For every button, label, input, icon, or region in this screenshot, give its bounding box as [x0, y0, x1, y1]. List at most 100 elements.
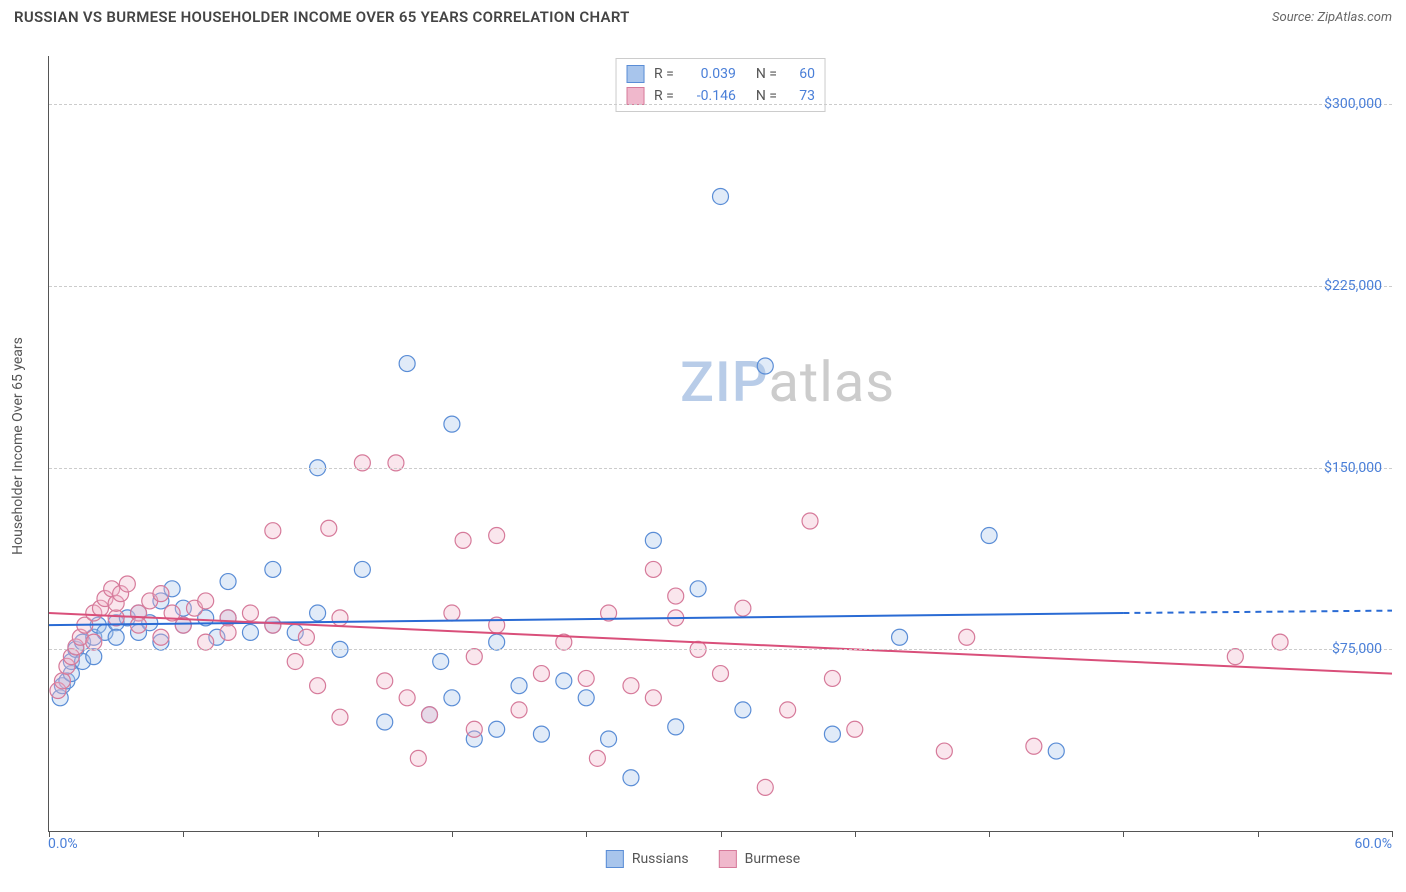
data-point — [265, 523, 281, 539]
data-point — [735, 600, 751, 616]
x-tick — [1123, 831, 1124, 837]
data-point — [578, 670, 594, 686]
y-tick-label: $225,000 — [1324, 278, 1382, 294]
x-tick — [318, 831, 319, 837]
legend-r-value: 0.039 — [684, 66, 736, 82]
x-tick — [452, 831, 453, 837]
data-point — [242, 624, 258, 640]
data-point — [1227, 649, 1243, 665]
data-point — [959, 629, 975, 645]
data-point — [444, 690, 460, 706]
data-point — [668, 719, 684, 735]
data-point — [310, 678, 326, 694]
legend-swatch — [606, 850, 624, 868]
data-point — [422, 707, 438, 723]
y-tick-label: $75,000 — [1332, 641, 1382, 657]
data-point — [444, 416, 460, 432]
data-point — [86, 649, 102, 665]
data-point — [489, 528, 505, 544]
data-point — [847, 721, 863, 737]
data-point — [623, 770, 639, 786]
data-point — [601, 731, 617, 747]
data-point — [489, 634, 505, 650]
data-point — [399, 356, 415, 372]
data-point — [377, 673, 393, 689]
data-point — [589, 750, 605, 766]
data-point — [265, 617, 281, 633]
trend-line-extrapolated — [1123, 611, 1392, 613]
data-point — [54, 673, 70, 689]
data-point — [153, 586, 169, 602]
data-point — [119, 576, 135, 592]
legend-swatch — [626, 87, 644, 105]
data-point — [410, 750, 426, 766]
data-point — [108, 629, 124, 645]
data-point — [578, 690, 594, 706]
legend-r-value: -0.146 — [684, 88, 736, 104]
legend-item: Russians — [606, 850, 689, 868]
data-point — [433, 653, 449, 669]
x-tick — [989, 831, 990, 837]
legend-n-label: N = — [756, 88, 777, 104]
data-point — [892, 629, 908, 645]
data-point — [645, 690, 661, 706]
legend-n-label: N = — [756, 66, 777, 82]
chart-title: RUSSIAN VS BURMESE HOUSEHOLDER INCOME OV… — [14, 8, 630, 26]
gridline — [49, 649, 1392, 650]
y-tick-label: $150,000 — [1324, 460, 1382, 476]
data-point — [533, 726, 549, 742]
data-point — [466, 649, 482, 665]
data-point — [332, 610, 348, 626]
x-tick — [183, 831, 184, 837]
data-point — [690, 581, 706, 597]
data-point — [198, 634, 214, 650]
data-point — [1026, 738, 1042, 754]
data-point — [321, 520, 337, 536]
data-point — [354, 561, 370, 577]
data-point — [556, 673, 572, 689]
gridline — [49, 104, 1392, 105]
legend-swatch — [626, 65, 644, 83]
data-point — [242, 605, 258, 621]
gridline — [49, 468, 1392, 469]
x-axis-max-label: 60.0% — [1354, 836, 1392, 852]
data-point — [444, 605, 460, 621]
trend-line — [49, 613, 1392, 674]
scatter-chart: ZIPatlas R =0.039N =60R =-0.146N =73 $75… — [48, 56, 1392, 832]
data-point — [332, 709, 348, 725]
data-point — [780, 702, 796, 718]
data-point — [936, 743, 952, 759]
legend-n-value: 73 — [787, 88, 815, 104]
legend-r-label: R = — [654, 66, 674, 82]
legend-r-label: R = — [654, 88, 674, 104]
data-point — [713, 188, 729, 204]
data-point — [86, 634, 102, 650]
data-point — [265, 561, 281, 577]
data-point — [298, 629, 314, 645]
data-point — [1048, 743, 1064, 759]
data-point — [824, 670, 840, 686]
data-point — [735, 702, 751, 718]
x-tick — [721, 831, 722, 837]
y-tick-label: $300,000 — [1324, 96, 1382, 112]
data-point — [1272, 634, 1288, 650]
data-point — [645, 532, 661, 548]
data-point — [198, 593, 214, 609]
data-point — [399, 690, 415, 706]
data-point — [511, 678, 527, 694]
x-tick — [1258, 831, 1259, 837]
x-tick — [855, 831, 856, 837]
x-tick — [1392, 831, 1393, 837]
legend-series-name: Russians — [632, 851, 689, 867]
data-point — [533, 666, 549, 682]
data-point — [220, 574, 236, 590]
y-axis-label: Householder Income Over 65 years — [10, 337, 26, 555]
data-point — [489, 721, 505, 737]
data-point — [455, 532, 471, 548]
data-point — [153, 629, 169, 645]
legend-swatch — [719, 850, 737, 868]
data-point — [377, 714, 393, 730]
chart-header: RUSSIAN VS BURMESE HOUSEHOLDER INCOME OV… — [0, 0, 1406, 30]
source-attribution: Source: ZipAtlas.com — [1272, 10, 1392, 25]
data-point — [511, 702, 527, 718]
